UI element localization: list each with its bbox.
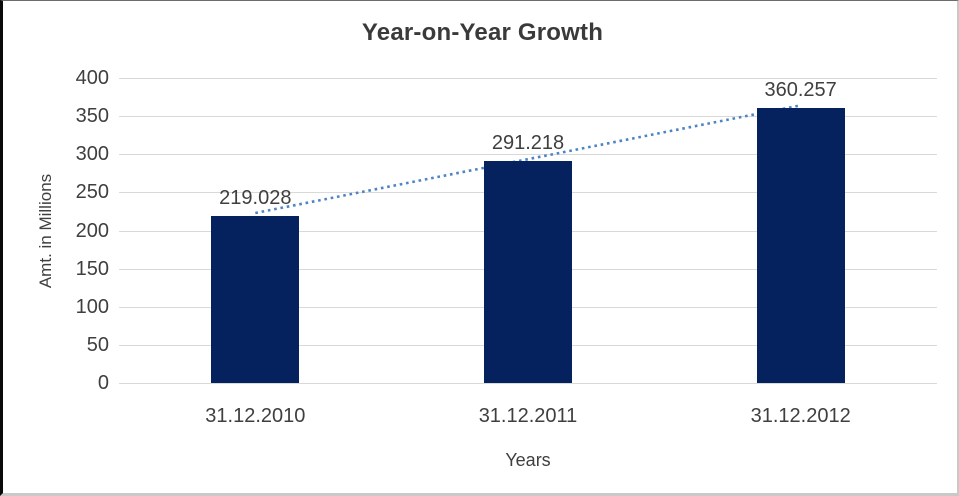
y-tick-label: 400 <box>75 67 109 89</box>
y-tick-label: 0 <box>97 372 109 394</box>
bar <box>211 215 300 383</box>
y-tick-label: 300 <box>75 143 109 166</box>
bar-value-label: 360.257 <box>764 79 837 102</box>
bar-value-label: 291.218 <box>491 131 565 154</box>
x-tick-label: 31.12.2012 <box>750 405 851 427</box>
y-tick-label: 200 <box>75 219 109 242</box>
y-tick-label: 100 <box>75 295 109 318</box>
x-tick-label: 31.12.2011 <box>478 405 578 427</box>
gridline <box>119 154 937 155</box>
x-tick-label: 31.12.2010 <box>205 405 306 427</box>
bar-value-label: 219.028 <box>219 186 292 209</box>
x-axis-title: Years <box>505 450 551 470</box>
gridline <box>119 116 937 117</box>
plot-area: 219.028 291.218 360.257 <box>119 78 937 384</box>
chart-title: Year-on-Year Growth <box>361 19 604 46</box>
y-tick-label: 250 <box>75 181 109 204</box>
gridline <box>119 78 937 79</box>
bar <box>756 108 845 383</box>
bar <box>484 160 572 383</box>
trendline <box>255 104 801 215</box>
y-tick-label: 150 <box>75 257 109 280</box>
y-tick-label: 50 <box>86 333 109 356</box>
y-tick-label: 350 <box>75 105 109 128</box>
gridline <box>119 383 937 384</box>
